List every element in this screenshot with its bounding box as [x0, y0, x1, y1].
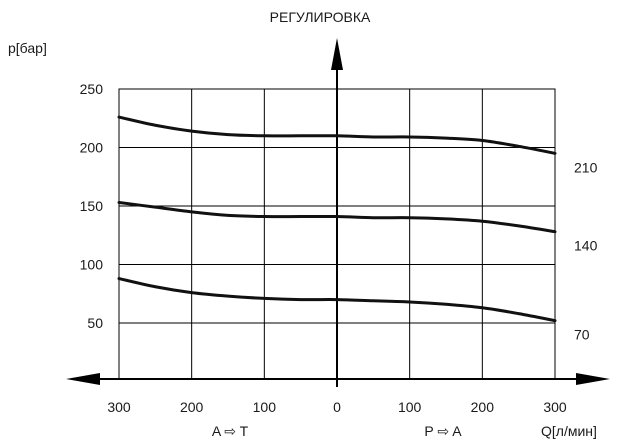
chart-title: РЕГУЛИРОВКА [270, 9, 371, 25]
x-axis-label: Q[л/мин] [541, 423, 597, 439]
y-tick-label: 250 [80, 81, 104, 97]
series-line-70 [117, 277, 557, 323]
x-axis-arrow-right [576, 373, 610, 385]
x-tick-label: 100 [253, 399, 277, 415]
x-tick-label: 300 [543, 399, 567, 415]
series-line-140 [117, 200, 557, 234]
y-tick-label: 50 [87, 315, 103, 331]
x-tick-label: 0 [333, 399, 341, 415]
x-tick-label: 200 [180, 399, 204, 415]
series-layer [117, 115, 557, 323]
x-tick-label: 200 [471, 399, 495, 415]
x-tick-label: 100 [398, 399, 422, 415]
direction-label-left: A ⇨ T [212, 423, 249, 439]
axes [66, 38, 610, 387]
direction-label-right: P ⇨ A [424, 423, 462, 439]
series-label-210: 210 [574, 159, 598, 175]
y-axis-arrow [331, 38, 343, 70]
tick-labels: 210 140 70 50 100 150 200 250 300 200 100 0 100 200 30… [80, 81, 598, 415]
y-tick-label: 200 [80, 140, 104, 156]
series-label-70: 70 [574, 327, 590, 343]
y-axis-label: p[бар] [8, 40, 47, 56]
series-label-140: 140 [574, 238, 598, 254]
series-line-210 [117, 115, 557, 155]
y-tick-label: 150 [80, 198, 104, 214]
x-tick-label: 300 [107, 399, 131, 415]
y-tick-label: 100 [80, 257, 104, 273]
x-axis-arrow-left [66, 373, 100, 385]
